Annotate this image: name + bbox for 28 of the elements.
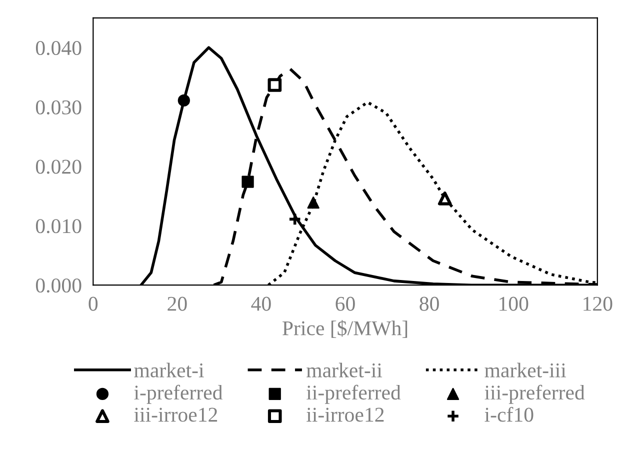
x-tick-label: 40 xyxy=(251,296,271,311)
legend-label: market-ii xyxy=(306,362,382,378)
legend-label: i-cf10 xyxy=(484,406,534,422)
y-tick-label: 0.010 xyxy=(36,219,82,234)
legend-label: market-i xyxy=(134,362,204,378)
point xyxy=(268,78,282,92)
legend-label: iii-irroe12 xyxy=(134,408,218,422)
y-tick-label: 0.020 xyxy=(36,160,82,174)
point xyxy=(438,192,452,206)
point xyxy=(288,212,302,226)
x-axis-title: Price [$/MWh] xyxy=(282,320,408,338)
legend-label: i-preferred xyxy=(134,384,223,404)
y-tick-label: 0.000 xyxy=(36,278,82,293)
x-tick-label: 60 xyxy=(336,296,355,311)
legend-label: iii-preferred xyxy=(484,384,585,404)
point xyxy=(307,196,320,209)
x-tick-label: 80 xyxy=(420,296,439,311)
x-tick-label: 0 xyxy=(88,296,98,311)
legend-label: ii-preferred xyxy=(306,384,401,404)
x-tick-label: 120 xyxy=(584,296,612,311)
legend-label: market-iii xyxy=(484,362,566,378)
x-tick-label: 100 xyxy=(500,296,528,311)
y-tick-label: 0.030 xyxy=(36,100,82,115)
point xyxy=(242,176,254,188)
y-tick-label: 0.040 xyxy=(36,40,82,56)
legend-label: ii-irroe12 xyxy=(306,408,384,422)
point xyxy=(178,94,190,107)
x-tick-label: 20 xyxy=(168,296,187,311)
